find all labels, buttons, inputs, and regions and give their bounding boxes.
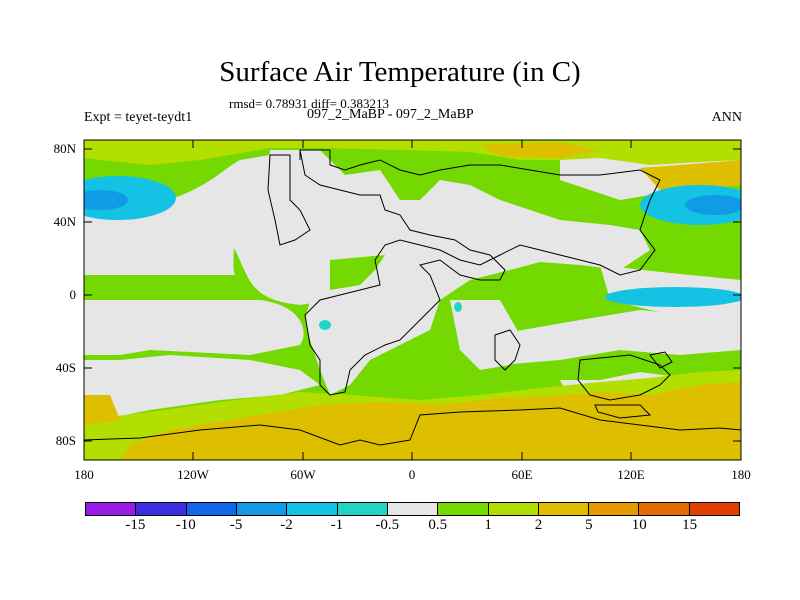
colorbar-label: -15	[125, 517, 146, 533]
colorbar-swatch	[438, 503, 489, 515]
colorbar-label: 15	[682, 517, 698, 533]
y-tick-label: 80S	[55, 433, 76, 448]
colorbar-label: -2	[280, 517, 293, 533]
colorbar-label: 0.5	[428, 517, 448, 533]
colorbar-swatch	[136, 503, 187, 515]
x-tick-label: 60E	[511, 467, 533, 482]
colorbar-swatch	[488, 503, 539, 515]
colorbar-swatch	[689, 503, 740, 515]
stats-line: rmsd= 0.78931 diff= 0.383213	[229, 96, 389, 111]
colorbar-swatch	[538, 503, 590, 515]
colorbar-label: -5	[229, 517, 243, 533]
colorbar-swatch	[337, 503, 388, 515]
cold-patch-east-core	[685, 195, 741, 215]
y-tick-label: 80N	[53, 141, 76, 156]
colorbar-swatch	[236, 503, 288, 515]
colorbar-label: 1	[484, 517, 492, 533]
cold-patch-small-2	[454, 302, 462, 312]
x-tick-label: 180	[731, 467, 751, 482]
zero-continents	[265, 150, 650, 395]
experiment-label: Expt = teyet-teydt1	[84, 110, 193, 125]
season-label: ANN	[711, 110, 742, 125]
colorbar-swatch	[589, 503, 640, 515]
cold-patch-tropical	[605, 287, 741, 307]
colorbar	[85, 502, 740, 516]
anomaly-field	[84, 140, 741, 460]
band-2-5-sw	[84, 395, 120, 425]
zero-band-south-pacific	[84, 355, 320, 420]
band-2-5-northeast	[640, 160, 741, 190]
colorbar-swatch	[86, 503, 137, 515]
band-2-5-south	[120, 382, 741, 460]
cold-patch-west-core	[84, 190, 128, 210]
plot-title: Surface Air Temperature (in C)	[219, 56, 581, 88]
y-tick-label: 0	[69, 287, 77, 302]
colorbar-label: 5	[585, 517, 593, 533]
colorbar-label: 2	[534, 517, 543, 533]
colorbar-label: -0.5	[375, 517, 400, 533]
colorbar-label: -10	[175, 517, 196, 533]
tick-marks	[84, 140, 741, 460]
colorbar-swatch	[287, 503, 338, 515]
x-tick-label: 120W	[177, 467, 209, 482]
zero-indian	[470, 310, 741, 365]
x-tick-label: 60W	[290, 467, 316, 482]
colorbar-swatch	[387, 503, 439, 515]
colorbar-swatch	[186, 503, 237, 515]
coastlines	[84, 149, 741, 446]
y-tick-label: 40S	[55, 360, 76, 375]
x-tick-label: 120E	[617, 467, 645, 482]
x-tick-label: 180	[74, 467, 94, 482]
y-tick-label: 40N	[53, 214, 76, 229]
cases-label: 097_2_MaBP - 097_2_MaBP	[307, 107, 474, 122]
colorbar-swatch	[639, 503, 690, 515]
zero-band-tropics	[84, 300, 304, 355]
colorbar-label: -1	[330, 517, 344, 533]
cold-patch-small-1	[319, 320, 331, 330]
x-tick-label: 0	[408, 467, 416, 482]
band-2-5-north	[480, 142, 600, 158]
colorbar-label: 10	[631, 517, 647, 533]
